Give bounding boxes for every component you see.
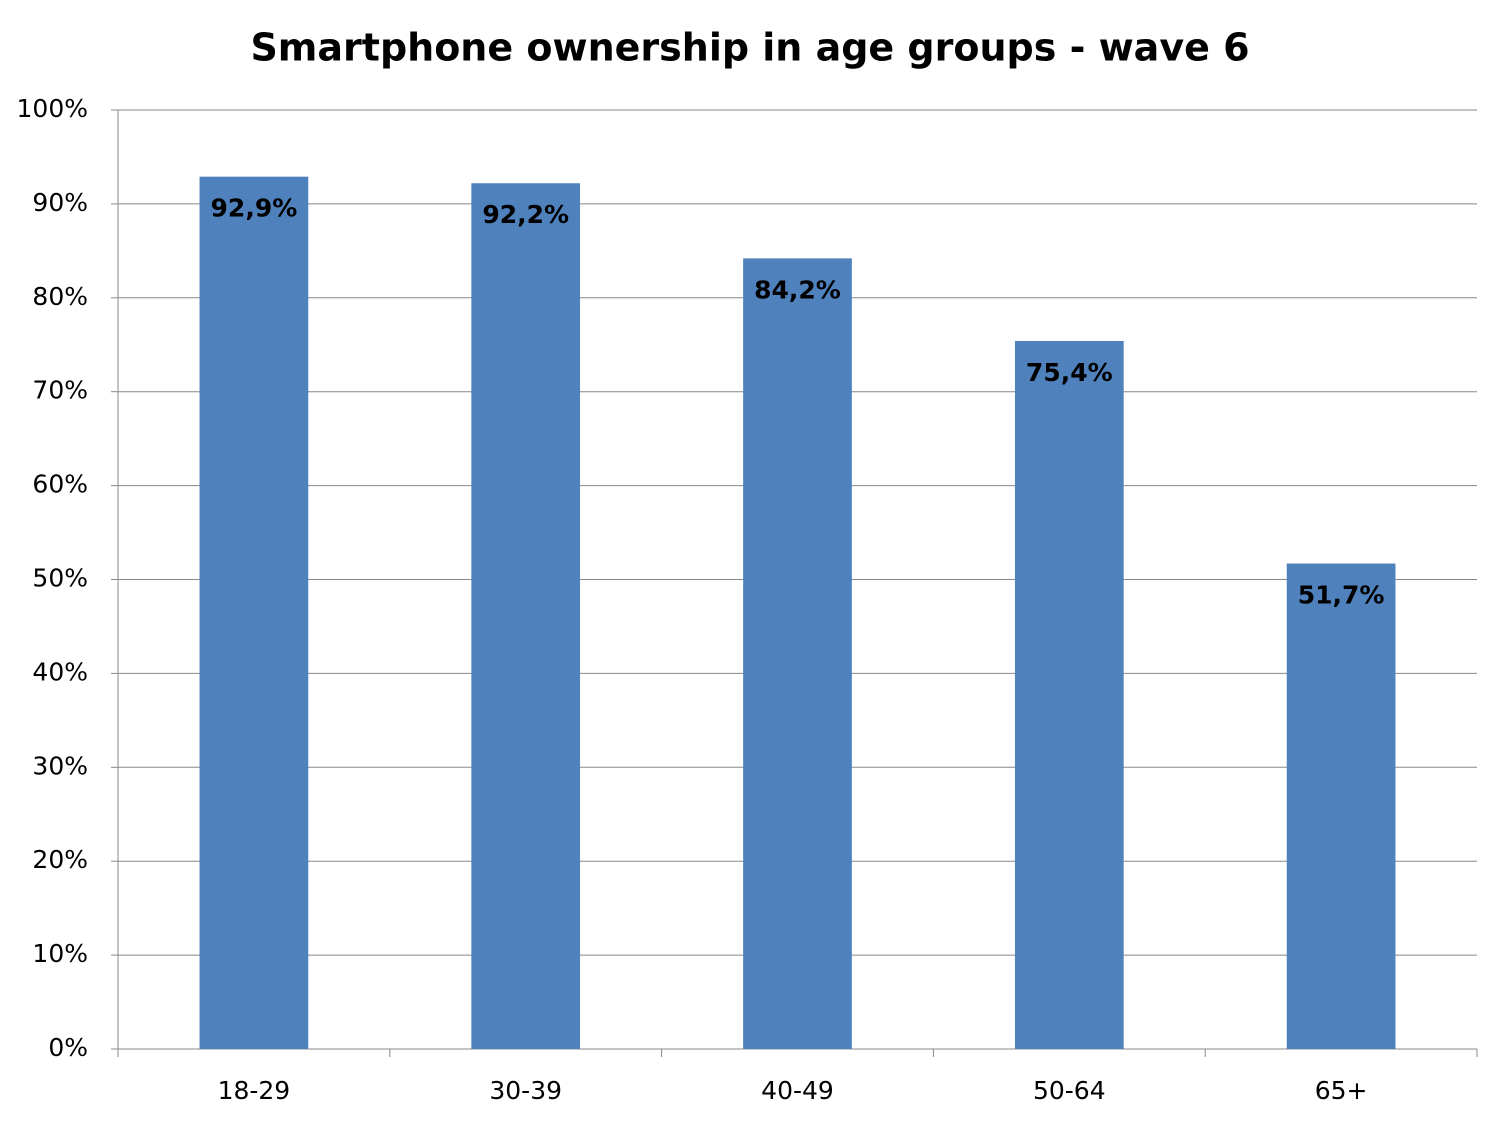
chart-title: Smartphone ownership in age groups - wav… [250,26,1249,70]
bar [1286,563,1396,1049]
y-tick-label: 70% [32,376,88,405]
value-label: 51,7% [1298,581,1385,610]
value-label: 75,4% [1026,358,1113,387]
bar [743,258,852,1049]
y-tick-label: 20% [32,845,88,874]
value-label: 84,2% [754,275,841,304]
x-tick-label: 30-39 [489,1076,562,1105]
x-tick-label: 65+ [1315,1076,1368,1105]
bar [471,183,581,1049]
x-tick-label: 18-29 [218,1076,291,1105]
y-tick-label: 30% [32,751,88,780]
y-tick-label: 10% [32,939,88,968]
y-tick-label: 80% [32,282,88,311]
value-label: 92,9% [211,194,298,223]
y-tick-label: 60% [32,470,88,499]
value-label: 92,2% [482,200,569,229]
x-tick-label: 50-64 [1033,1076,1106,1105]
y-tick-label: 100% [17,94,88,123]
x-tick-label: 40-49 [761,1076,834,1105]
y-tick-label: 90% [32,188,88,217]
y-tick-label: 0% [48,1033,88,1062]
y-tick-label: 50% [32,564,88,593]
y-tick-label: 40% [32,657,88,686]
bar [199,176,309,1049]
bar [1014,340,1124,1049]
